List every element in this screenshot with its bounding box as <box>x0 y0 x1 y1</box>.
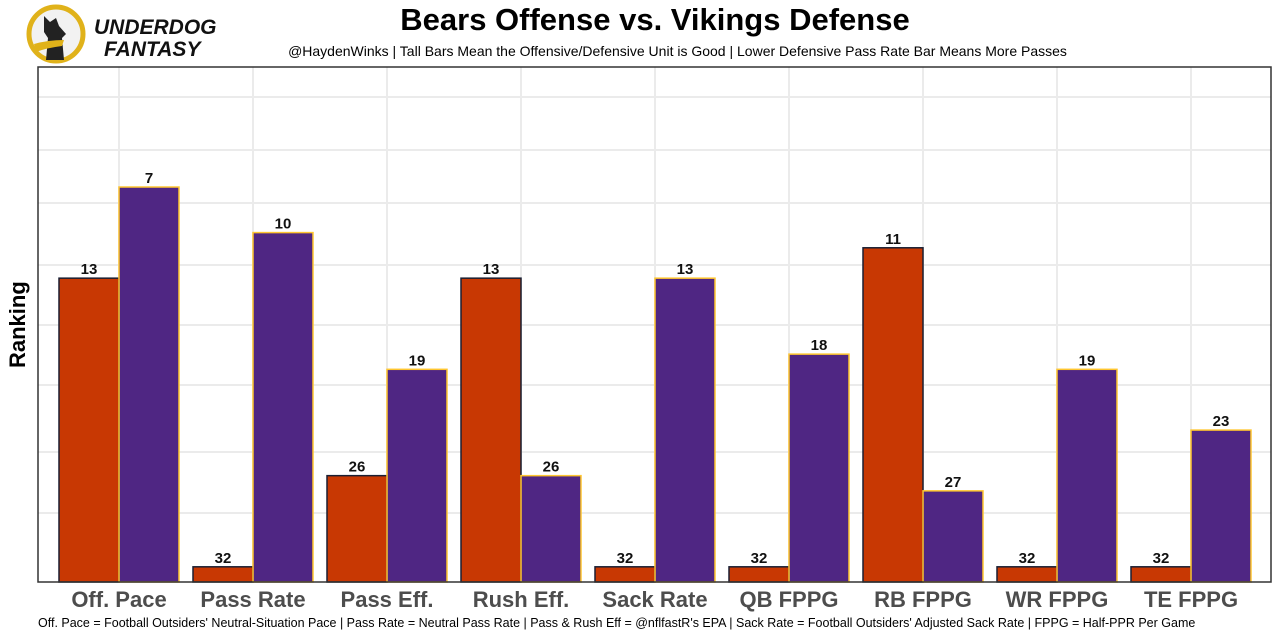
data-label: 26 <box>349 459 366 476</box>
bar-offense <box>594 566 656 583</box>
data-label: 32 <box>617 550 634 567</box>
bar-offense <box>1130 566 1192 583</box>
plot-border <box>37 66 1272 583</box>
bar-offense <box>728 566 790 583</box>
data-label: 19 <box>1079 352 1096 369</box>
bar-offense <box>326 474 388 583</box>
x-tick-label: Pass Eff. <box>341 587 434 612</box>
data-label: 32 <box>1019 550 1036 567</box>
data-label: 32 <box>215 550 232 567</box>
x-tick-label: QB FPPG <box>739 587 838 612</box>
underdog-fantasy-logo: UNDERDOG FANTASY <box>26 4 266 64</box>
x-tick-label: Rush Eff. <box>473 587 570 612</box>
bar-defense <box>1190 429 1252 583</box>
data-label: 13 <box>677 261 694 278</box>
data-label: 32 <box>1153 550 1170 567</box>
bar-defense <box>252 231 314 583</box>
x-tick-label: RB FPPG <box>874 587 972 612</box>
chart-title: Bears Offense vs. Vikings Defense <box>400 2 910 37</box>
bar-defense <box>520 474 582 583</box>
bar-offense <box>192 566 254 583</box>
bar-defense <box>788 353 850 583</box>
bar-offense <box>862 247 924 583</box>
chart-caption: Off. Pace = Football Outsiders' Neutral-… <box>38 616 1196 630</box>
bar-defense <box>1056 368 1118 583</box>
data-label: 7 <box>145 170 153 187</box>
bar-defense <box>922 490 984 583</box>
bar-offense <box>996 566 1058 583</box>
bar-offense <box>58 277 120 583</box>
x-tick-label: WR FPPG <box>1006 587 1109 612</box>
chart-subtitle: @HaydenWinks | Tall Bars Mean the Offens… <box>288 43 1067 59</box>
data-label: 11 <box>885 231 901 248</box>
data-label: 23 <box>1213 413 1230 430</box>
bar-offense <box>460 277 522 583</box>
svg-text:UNDERDOG: UNDERDOG <box>94 16 217 39</box>
x-tick-label: TE FPPG <box>1144 587 1238 612</box>
x-tick-label: Pass Rate <box>200 587 305 612</box>
bar-defense <box>654 277 716 583</box>
data-label: 18 <box>811 337 828 354</box>
x-tick-label: Off. Pace <box>71 587 166 612</box>
data-label: 32 <box>751 550 768 567</box>
data-label: 19 <box>409 352 426 369</box>
svg-text:FANTASY: FANTASY <box>104 38 202 61</box>
data-label: 27 <box>945 474 962 491</box>
data-label: 26 <box>543 459 560 476</box>
data-label: 10 <box>275 216 292 233</box>
bar-defense <box>386 368 448 583</box>
x-tick-label: Sack Rate <box>602 587 707 612</box>
bar-defense <box>118 186 180 583</box>
data-label: 13 <box>81 261 98 278</box>
data-label: 13 <box>483 261 500 278</box>
